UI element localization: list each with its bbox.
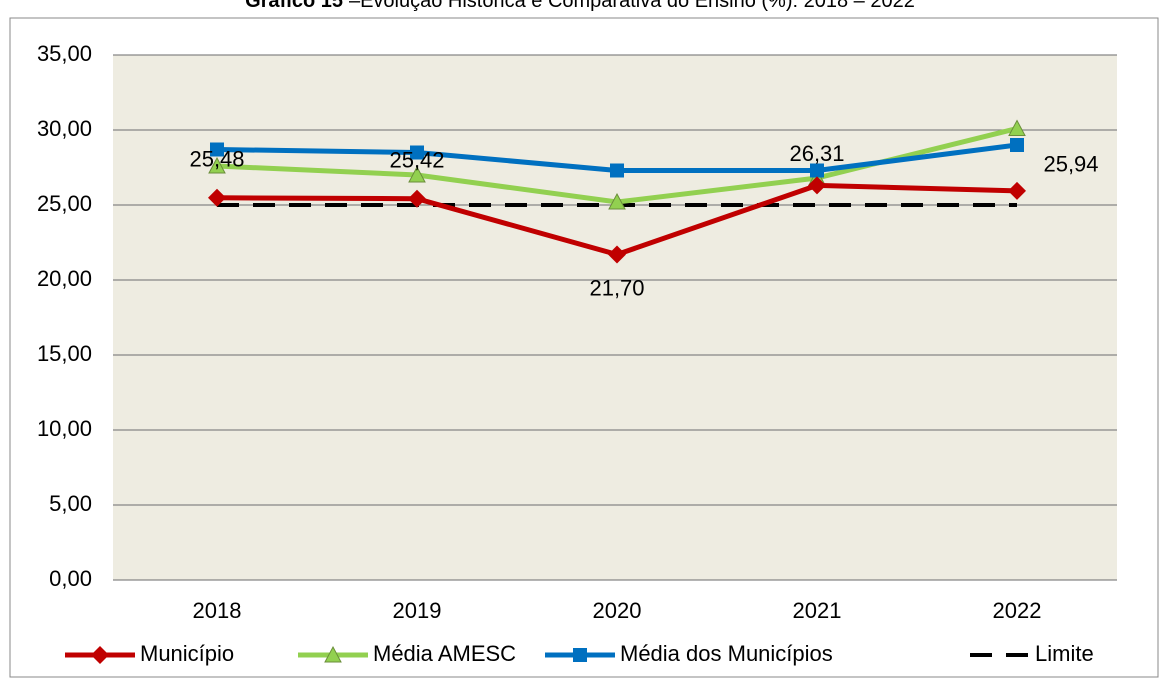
- data-point: [1008, 181, 1026, 200]
- y-tick-label: 25,00: [37, 191, 92, 216]
- y-tick-label: 35,00: [37, 41, 92, 66]
- title-prefix: Gráfico 15: [245, 0, 343, 12]
- title-text: –Evolução Histórica e Comparativa do Ens…: [349, 0, 915, 12]
- legend-label: Média dos Municípios: [620, 641, 833, 666]
- data-point: [210, 142, 224, 157]
- x-tick-label: 2022: [993, 598, 1042, 623]
- y-tick-label: 15,00: [37, 341, 92, 366]
- data-label: 25,42: [389, 148, 444, 173]
- data-point: [408, 165, 426, 183]
- plot-area: [113, 55, 1117, 580]
- data-point: [208, 188, 226, 207]
- data-point: [1010, 138, 1024, 152]
- data-point: [608, 192, 626, 210]
- data-label: 21,70: [589, 275, 644, 300]
- legend-label: Limite: [1035, 641, 1094, 666]
- data-point: [608, 245, 626, 264]
- legend-marker: [573, 648, 587, 662]
- x-tick-label: 2020: [593, 598, 642, 623]
- legend-marker: [91, 646, 109, 664]
- data-point: [208, 156, 226, 174]
- data-point: [808, 176, 826, 195]
- legend-label: Média AMESC: [373, 641, 516, 666]
- legend-marker: [324, 645, 342, 663]
- y-tick-label: 0,00: [49, 566, 92, 591]
- data-label: 25,48: [189, 147, 244, 172]
- data-point: [810, 163, 824, 178]
- y-tick-label: 20,00: [37, 266, 92, 291]
- x-tick-label: 2019: [393, 598, 442, 623]
- chart-title: Gráfico 15 –Evolução Histórica e Comparat…: [245, 0, 915, 12]
- data-point: [410, 145, 424, 160]
- x-tick-label: 2018: [193, 598, 242, 623]
- y-tick-label: 30,00: [37, 116, 92, 141]
- y-tick-label: 5,00: [49, 491, 92, 516]
- data-label: 25,94: [1043, 152, 1098, 177]
- data-point: [610, 163, 624, 178]
- data-point: [1008, 119, 1026, 136]
- x-tick-label: 2021: [793, 598, 842, 623]
- data-point: [408, 189, 426, 208]
- legend-label: Município: [140, 641, 234, 666]
- y-tick-label: 10,00: [37, 416, 92, 441]
- data-label: 26,31: [789, 141, 844, 166]
